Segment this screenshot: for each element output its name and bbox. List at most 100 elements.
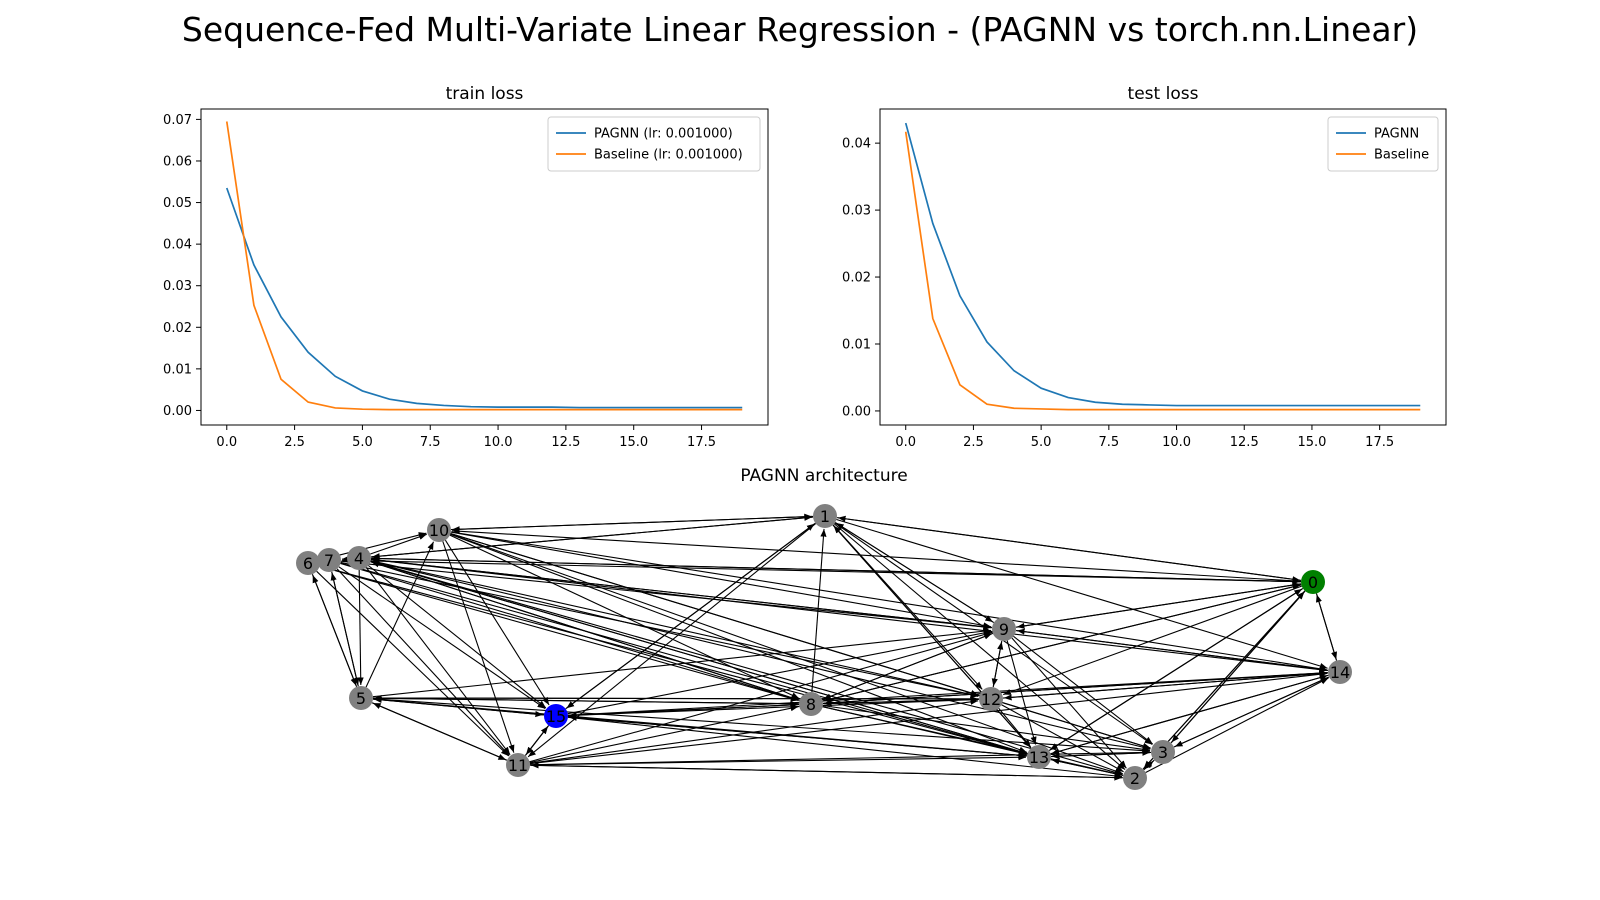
graph-edge (449, 534, 800, 699)
graph-node-label: 10 (429, 521, 449, 540)
graph-edge (1142, 591, 1305, 770)
graph-edge (365, 541, 435, 688)
graph-edge (370, 533, 427, 555)
graph-edge (568, 714, 1028, 757)
x-tick-label: 2.5 (284, 435, 305, 450)
x-tick-label: 0.0 (216, 435, 237, 450)
x-tick-label: 7.5 (1098, 435, 1119, 450)
x-tick-label: 12.5 (551, 435, 580, 450)
y-tick-label: 0.01 (163, 362, 192, 377)
graph-node (347, 546, 371, 570)
graph-node (979, 687, 1003, 711)
graph-edge (529, 749, 1151, 766)
graph-edge (836, 517, 1301, 583)
graph-edge (833, 523, 1126, 771)
y-tick-label: 0.04 (163, 238, 192, 253)
graph-edge (529, 698, 979, 764)
graph-edge (567, 629, 992, 715)
graph-edge (822, 705, 1151, 753)
graph-edge (1013, 635, 1154, 745)
graph-edge (836, 518, 1328, 669)
graph-node-label: 4 (354, 549, 364, 568)
graph-node (1027, 745, 1051, 769)
series-line-1 (904, 131, 1421, 411)
train-loss-chart: train loss 0.0 2.5 5.0 7.5 10.0 12.5 15.0 17.5 0.… (163, 84, 769, 450)
graph-edge (372, 702, 508, 761)
graph-node (1151, 740, 1175, 764)
graph-edge (368, 565, 547, 709)
graph-edge (371, 557, 993, 629)
graph-edge (373, 694, 980, 702)
legend-entry: Baseline (lr: 0.001000) (594, 148, 743, 163)
graph-edge (340, 562, 799, 702)
graph-edge (372, 628, 992, 698)
graph-edge (1006, 640, 1037, 745)
graph-edge (338, 566, 546, 710)
graph-edge (822, 706, 1123, 777)
y-tick-label: 0.03 (163, 279, 192, 294)
legend-box (547, 116, 761, 172)
graph-node-label: 14 (1330, 663, 1350, 682)
graph-node (1328, 660, 1352, 684)
graph-node (296, 551, 320, 575)
graph-node (427, 518, 451, 542)
graph-edge (312, 574, 358, 688)
graph-edge (1145, 677, 1329, 773)
graph-edge (1015, 582, 1301, 628)
graph-edge (450, 531, 1328, 672)
graph-title: PAGNN architecture (740, 466, 907, 486)
graph-edge (365, 567, 511, 756)
legend-entry: PAGNN (1374, 127, 1419, 142)
graph-edge (1315, 594, 1338, 661)
graph-edge (1051, 758, 1124, 776)
graph-node-label: 11 (508, 756, 528, 775)
y-tick-label: 0.05 (163, 196, 192, 211)
plot-frame (200, 108, 769, 426)
graph-edge (450, 533, 1123, 775)
y-tick-label: 0.06 (163, 154, 192, 169)
graph-node-label: 3 (1158, 743, 1168, 762)
y-tick-label: 0.00 (163, 404, 192, 419)
graph-edge (992, 641, 1004, 688)
graph-node-label: 12 (981, 690, 1001, 709)
graph-node (992, 617, 1016, 641)
graph-node-label: 2 (1130, 769, 1140, 788)
x-tick-label: 17.5 (1365, 435, 1394, 450)
graph-edge (1003, 585, 1302, 696)
graph-edge (1003, 672, 1329, 701)
test-loss-chart: test loss 0.0 2.5 5.0 7.5 10.0 12.5 15.0 17.5 0.0… (842, 84, 1447, 450)
graph-node-label: 13 (1029, 748, 1049, 767)
graph-edge (373, 695, 800, 705)
graph-edge (529, 631, 992, 763)
graph-edge (450, 531, 992, 629)
chart-title: train loss (446, 84, 524, 104)
y-tick-label: 0.04 (842, 137, 871, 152)
graph-edge (822, 632, 994, 700)
series-line-0 (904, 122, 1421, 407)
graph-edge (529, 671, 1328, 765)
x-tick-label: 2.5 (963, 435, 984, 450)
x-tick-label: 5.0 (352, 435, 373, 450)
graph-edge (524, 725, 549, 756)
graph-edge (1051, 674, 1329, 755)
graph-node-label: 15 (546, 707, 566, 726)
x-tick-label: 5.0 (1031, 435, 1052, 450)
graph-edge (357, 569, 364, 686)
graph-edge (450, 533, 1028, 753)
graph-node (813, 504, 837, 528)
graph-node (1123, 766, 1147, 790)
graph-edge (1170, 591, 1305, 744)
graph-edge (316, 570, 510, 757)
graph-edge (567, 670, 1328, 716)
graph-edge (444, 539, 550, 706)
graph-edge (1051, 751, 1152, 760)
graph-edge (1011, 637, 1127, 769)
figure-title: Sequence-Fed Multi-Variate Linear Regres… (181, 10, 1419, 49)
graph-node-label: 5 (356, 689, 366, 708)
graph-edge (442, 541, 515, 753)
graph-node (349, 686, 373, 710)
graph-edge (823, 698, 980, 707)
graph-edge (1002, 702, 1151, 749)
series-line-0 (225, 187, 743, 409)
